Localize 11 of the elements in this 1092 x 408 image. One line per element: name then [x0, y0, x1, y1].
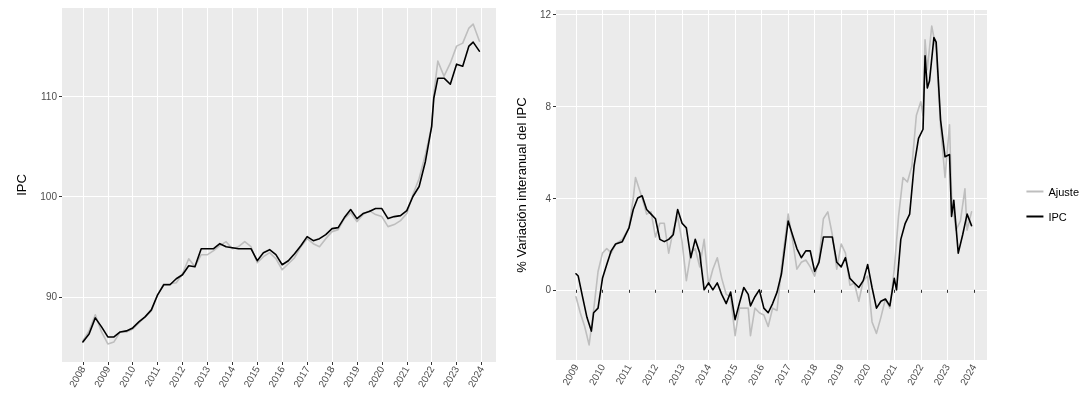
- y-tick-label: 90: [45, 291, 58, 303]
- y-tick-label: 110: [41, 90, 58, 102]
- y-axis-title: % Variación interanual del IPC: [514, 97, 529, 273]
- y-axis-title: IPC: [14, 174, 29, 196]
- y-tick-label: 8: [545, 100, 552, 112]
- y-tick-label: 0: [545, 284, 552, 296]
- y-tick-label: 100: [40, 191, 58, 203]
- y-tick-label: 4: [545, 192, 552, 204]
- legend-label: IPC: [1048, 210, 1067, 223]
- legend-label: Ajuste: [1048, 185, 1080, 198]
- y-tick-label: 12: [539, 9, 552, 21]
